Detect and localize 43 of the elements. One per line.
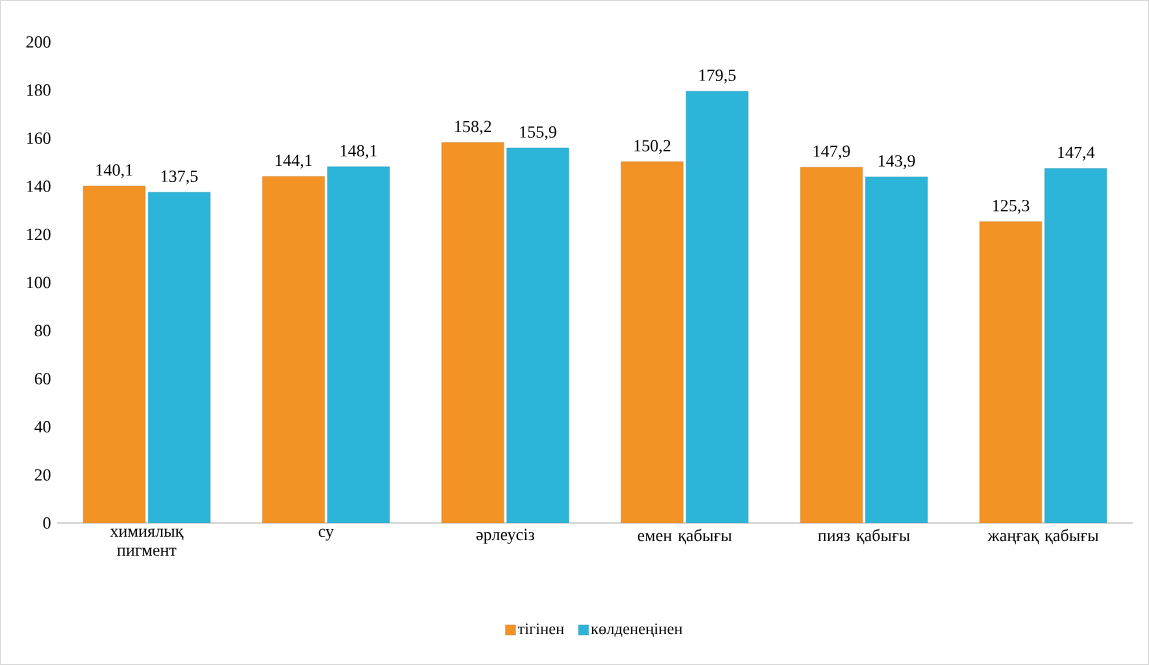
bar [82, 185, 146, 523]
bar [262, 176, 325, 523]
y-tick-label: 180 [27, 84, 51, 96]
data-label: 144,1 [275, 154, 312, 169]
y-tick-label: 40 [34, 421, 51, 433]
data-label: 148,1 [340, 145, 377, 159]
legend-label: көлденеңінен [591, 623, 683, 638]
data-label: 150,2 [634, 139, 671, 154]
bar [800, 167, 863, 523]
x-tick-label: емен қабығы [637, 528, 732, 545]
bar [147, 192, 211, 523]
bar [1044, 168, 1107, 523]
y-tick-label: 100 [27, 276, 51, 289]
y-tick-label: 80 [34, 324, 51, 337]
data-label: 137,5 [161, 170, 198, 185]
legend-label: тігінен [517, 623, 564, 635]
y-tick-label: 120 [27, 228, 51, 241]
x-tick-label: химиялық пигмент [110, 528, 184, 556]
y-tick-label: 160 [27, 132, 51, 144]
bar [979, 221, 1042, 523]
data-label: 125,3 [993, 199, 1030, 214]
y-tick-label: 60 [34, 372, 51, 385]
bar [620, 161, 684, 523]
data-label: 158,2 [455, 120, 491, 135]
y-tick-label: 20 [34, 469, 51, 481]
x-tick-label: әрлеусіз [476, 528, 535, 544]
x-tick-label: су [318, 528, 334, 541]
bar [506, 147, 570, 523]
y-tick-label: 140 [27, 180, 51, 193]
y-tick-label: 200 [26, 36, 51, 48]
data-label: 155,9 [520, 126, 557, 141]
bar [441, 142, 505, 523]
data-label: 147,9 [813, 145, 850, 160]
data-label: 140,1 [96, 164, 133, 179]
data-label: 143,9 [878, 155, 915, 170]
bar [327, 166, 390, 523]
bar [685, 91, 749, 523]
data-label: 147,4 [1058, 146, 1095, 161]
x-tick-label: пияз қабығы [817, 528, 910, 545]
data-label: 179,5 [699, 69, 736, 84]
bar [865, 176, 928, 523]
x-tick-label: жаңғақ қабығы [987, 528, 1099, 545]
y-tick-label: 0 [43, 517, 51, 529]
